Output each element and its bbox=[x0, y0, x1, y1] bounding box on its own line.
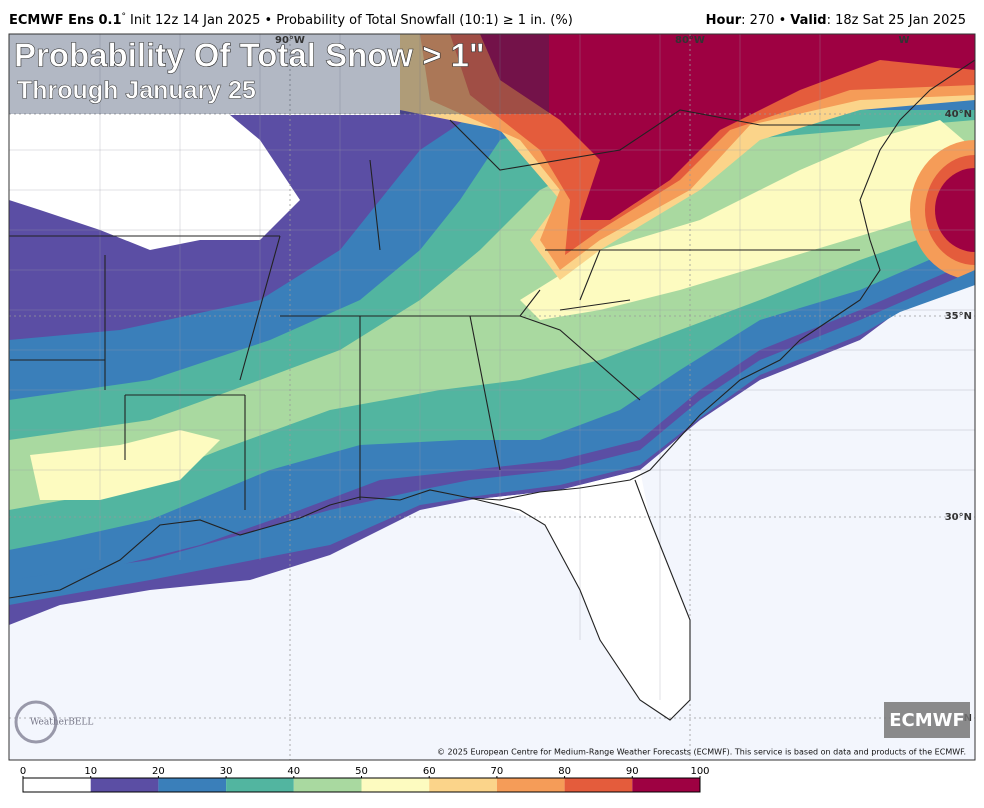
lon-label: 80°W bbox=[675, 35, 705, 46]
header-left: ECMWF Ens 0.1° Init 12z 14 Jan 2025 • Pro… bbox=[9, 12, 573, 28]
lat-label: 40°N bbox=[945, 109, 972, 120]
map-title: Probability Of Total Snow > 1" bbox=[14, 37, 485, 74]
colorbar-tick-label: 50 bbox=[355, 766, 368, 777]
colorbar-segment bbox=[90, 778, 159, 792]
colorbar-segment bbox=[293, 778, 362, 792]
map: Probability Of Total Snow > 1" Through J… bbox=[8, 33, 976, 761]
valid: : 18z Sat 25 Jan 2025 bbox=[827, 13, 966, 28]
hour: : 270 • bbox=[741, 13, 786, 28]
title-shade bbox=[9, 34, 549, 114]
logo-swirl bbox=[14, 700, 58, 744]
colorbar-segment bbox=[496, 778, 565, 792]
coast-band bbox=[9, 270, 975, 605]
lon-label: W bbox=[898, 35, 909, 46]
model: ECMWF Ens 0.1 bbox=[9, 13, 122, 28]
colorbar-tick-label: 0 bbox=[20, 766, 26, 777]
boundaries bbox=[9, 59, 975, 721]
lat-label: 35°N bbox=[945, 311, 972, 322]
copyright: © 2025 European Centre for Medium-Range … bbox=[437, 748, 966, 757]
low-area bbox=[9, 34, 400, 250]
colorbar-segment bbox=[158, 778, 227, 792]
logo: WeatherBELL bbox=[30, 718, 93, 728]
map-subtitle: Through January 25 bbox=[17, 77, 256, 105]
colorbar-tick-label: 60 bbox=[423, 766, 436, 777]
county-lines bbox=[9, 34, 975, 700]
colorbar-tick-label: 70 bbox=[491, 766, 504, 777]
colorbar-tick-label: 80 bbox=[558, 766, 571, 777]
colorbar-tick-label: 90 bbox=[626, 766, 639, 777]
colorbar-tick-label: 30 bbox=[220, 766, 233, 777]
valid-label: Valid bbox=[790, 13, 826, 28]
colorbar-tick-label: 10 bbox=[84, 766, 97, 777]
colorbar-tick-label: 20 bbox=[152, 766, 165, 777]
band-50 bbox=[30, 430, 220, 500]
colorbar-segment bbox=[23, 778, 91, 792]
badge: ECMWF bbox=[889, 710, 965, 731]
band-90 bbox=[935, 168, 975, 252]
colorbar: 0 10 20 30 40 50 60 70 80 90 100 bbox=[20, 766, 710, 793]
map-frame bbox=[8, 33, 976, 761]
header-info: Init 12z 14 Jan 2025 • Probability of To… bbox=[130, 13, 573, 28]
grid bbox=[9, 34, 975, 760]
degree: ° bbox=[122, 12, 127, 22]
colorbar-segment bbox=[564, 778, 633, 792]
colorbar-tick-label: 100 bbox=[690, 766, 709, 777]
band-90 bbox=[480, 34, 975, 220]
lon-label: 90°W bbox=[275, 35, 305, 46]
colorbar-segment bbox=[226, 778, 294, 792]
colorbar-segment bbox=[429, 778, 497, 792]
badge-bg bbox=[884, 702, 970, 738]
lat-label: 30°N bbox=[945, 512, 972, 523]
florida bbox=[470, 470, 690, 720]
colorbar-segment bbox=[632, 778, 700, 792]
hour-label: Hour bbox=[706, 13, 742, 28]
colorbar-tick-label: 40 bbox=[287, 766, 300, 777]
header-right: Hour: 270 • Valid: 18z Sat 25 Jan 2025 bbox=[706, 13, 966, 28]
colorbar-segment bbox=[361, 778, 430, 792]
